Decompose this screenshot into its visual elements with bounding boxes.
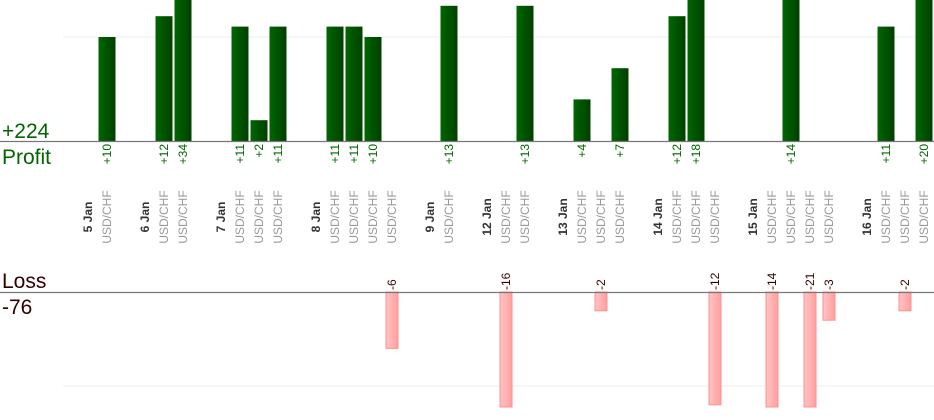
date-label: 15 Jan bbox=[746, 198, 760, 235]
loss-value-label: -21 bbox=[803, 272, 817, 290]
profit-label: Profit bbox=[2, 146, 51, 169]
pair-label: USD/CHF bbox=[784, 190, 798, 243]
pair-label: USD/CHF bbox=[518, 190, 532, 243]
pair-label: USD/CHF bbox=[233, 190, 247, 243]
profit-bar bbox=[345, 26, 363, 142]
loss-bar bbox=[708, 291, 722, 406]
profit-bar bbox=[364, 37, 382, 141]
profit-bar bbox=[611, 68, 629, 141]
pair-label: USD/CHF bbox=[385, 190, 399, 243]
profit-value-label: +11 bbox=[233, 144, 247, 164]
loss-bar bbox=[385, 291, 399, 349]
profit-value-label: +20 bbox=[917, 144, 931, 165]
profit-bar bbox=[516, 5, 534, 141]
profit-value-label: +34 bbox=[176, 144, 190, 165]
profit-bar bbox=[250, 120, 268, 141]
pair-label: USD/CHF bbox=[499, 190, 513, 243]
profit-value-label: +18 bbox=[689, 144, 703, 165]
pair-label: USD/CHF bbox=[442, 190, 456, 243]
pair-label: USD/CHF bbox=[765, 190, 779, 243]
profit-bar bbox=[915, 0, 933, 141]
loss-label: Loss bbox=[2, 270, 46, 293]
date-label: 16 Jan bbox=[860, 198, 874, 235]
profit-value-label: +12 bbox=[670, 144, 684, 165]
date-label: 5 Jan bbox=[81, 202, 95, 233]
loss-bar bbox=[898, 291, 912, 312]
profit-bar bbox=[668, 16, 686, 142]
pair-label: USD/CHF bbox=[879, 190, 893, 243]
pair-label: USD/CHF bbox=[252, 190, 266, 243]
loss-value-label: -14 bbox=[765, 272, 779, 290]
profit-value-label: +7 bbox=[613, 144, 627, 158]
loss-value-label: -2 bbox=[898, 279, 912, 290]
profit-value-label: +11 bbox=[271, 144, 285, 164]
profit-bar bbox=[269, 26, 287, 142]
profit-bar bbox=[782, 0, 800, 141]
pair-label: USD/CHF bbox=[575, 190, 589, 243]
profit-bar bbox=[155, 16, 173, 142]
profit-value-label: +4 bbox=[575, 144, 589, 158]
pair-label: USD/CHF bbox=[689, 190, 703, 243]
pair-label: USD/CHF bbox=[898, 190, 912, 243]
loss-bar bbox=[499, 291, 513, 408]
loss-value-label: -3 bbox=[822, 279, 836, 290]
profit-value-label: +14 bbox=[784, 144, 798, 165]
date-label: 8 Jan bbox=[309, 202, 323, 233]
profit-bar bbox=[573, 99, 591, 141]
profit-bar bbox=[326, 26, 344, 142]
profit-value-label: +10 bbox=[100, 144, 114, 165]
pair-label: USD/CHF bbox=[100, 190, 114, 243]
pair-label: USD/CHF bbox=[328, 190, 342, 243]
profit-value-label: +10 bbox=[366, 144, 380, 165]
loss-bar bbox=[594, 291, 608, 312]
pair-label: USD/CHF bbox=[917, 190, 931, 243]
profit-value-label: +2 bbox=[252, 144, 266, 158]
profit-bar bbox=[231, 26, 249, 142]
profit-value-label: +11 bbox=[328, 144, 342, 164]
loss-value-label: -12 bbox=[708, 272, 722, 290]
pair-label: USD/CHF bbox=[366, 190, 380, 243]
pair-label: USD/CHF bbox=[347, 190, 361, 243]
date-label: 7 Jan bbox=[214, 202, 228, 233]
pair-label: USD/CHF bbox=[176, 190, 190, 243]
profit-total: +224 bbox=[2, 120, 50, 143]
date-label: 13 Jan bbox=[556, 198, 570, 235]
loss-bar bbox=[822, 291, 836, 321]
loss-value-label: -2 bbox=[594, 279, 608, 290]
profit-value-label: +12 bbox=[157, 144, 171, 165]
loss-value-label: -16 bbox=[499, 272, 513, 290]
pair-label: USD/CHF bbox=[822, 190, 836, 243]
profit-bar bbox=[440, 5, 458, 141]
pair-label: USD/CHF bbox=[803, 190, 817, 243]
pair-label: USD/CHF bbox=[157, 190, 171, 243]
loss-bar bbox=[765, 291, 779, 408]
profit-bar bbox=[877, 26, 895, 142]
pair-label: USD/CHF bbox=[670, 190, 684, 243]
profit-value-label: +11 bbox=[879, 144, 893, 164]
loss-value-label: -6 bbox=[385, 279, 399, 290]
profit-value-label: +13 bbox=[518, 144, 532, 165]
loss-bar bbox=[803, 291, 817, 408]
date-label: 9 Jan bbox=[423, 202, 437, 233]
profit-value-label: +11 bbox=[347, 144, 361, 164]
date-label: 6 Jan bbox=[138, 202, 152, 233]
pair-label: USD/CHF bbox=[613, 190, 627, 243]
pair-label: USD/CHF bbox=[271, 190, 285, 243]
loss-total: -76 bbox=[2, 296, 32, 319]
date-label: 14 Jan bbox=[651, 198, 665, 235]
profit-bar bbox=[174, 0, 192, 141]
pair-label: USD/CHF bbox=[708, 190, 722, 243]
profit-value-label: +13 bbox=[442, 144, 456, 165]
profit-bar bbox=[98, 37, 116, 141]
pair-label: USD/CHF bbox=[594, 190, 608, 243]
profit-bar bbox=[687, 0, 705, 141]
date-label: 12 Jan bbox=[480, 198, 494, 235]
